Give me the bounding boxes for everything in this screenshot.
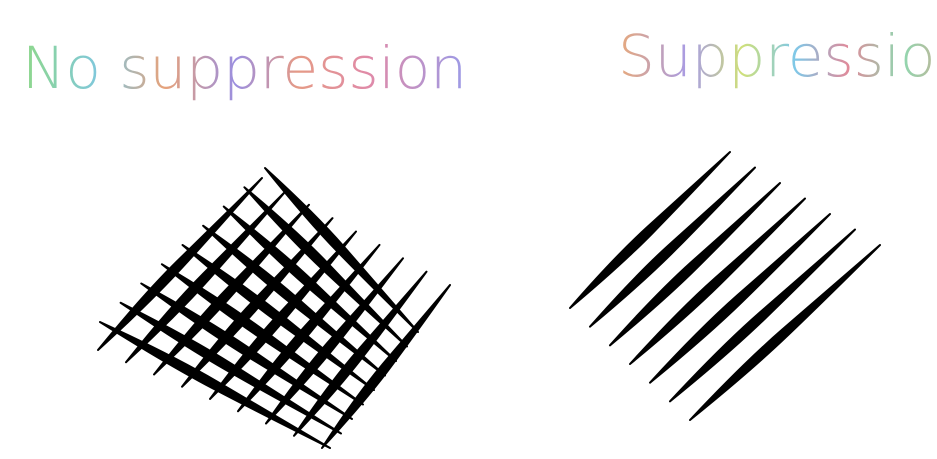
ink-stroke [99,321,331,449]
ink-stroke [181,244,375,391]
ink-stroke [160,263,364,406]
ink-stroke [609,182,781,347]
ink-stroke [589,166,756,328]
ink-stroke [689,244,881,421]
ink-stroke [119,301,342,435]
ink-stroke [629,197,806,365]
strokes [97,151,881,449]
ink-stroke [140,282,353,420]
ink-stroke [264,167,419,333]
ink-stroke [649,213,831,384]
right-label: Suppression [618,22,937,90]
ink-stroke [569,151,731,309]
ink-stroke [669,228,856,403]
left-label: No suppression [22,34,467,102]
ink-stroke [222,205,397,362]
ink-stroke [97,177,263,351]
ink-stroke [243,186,408,348]
ink-stroke [202,224,386,377]
